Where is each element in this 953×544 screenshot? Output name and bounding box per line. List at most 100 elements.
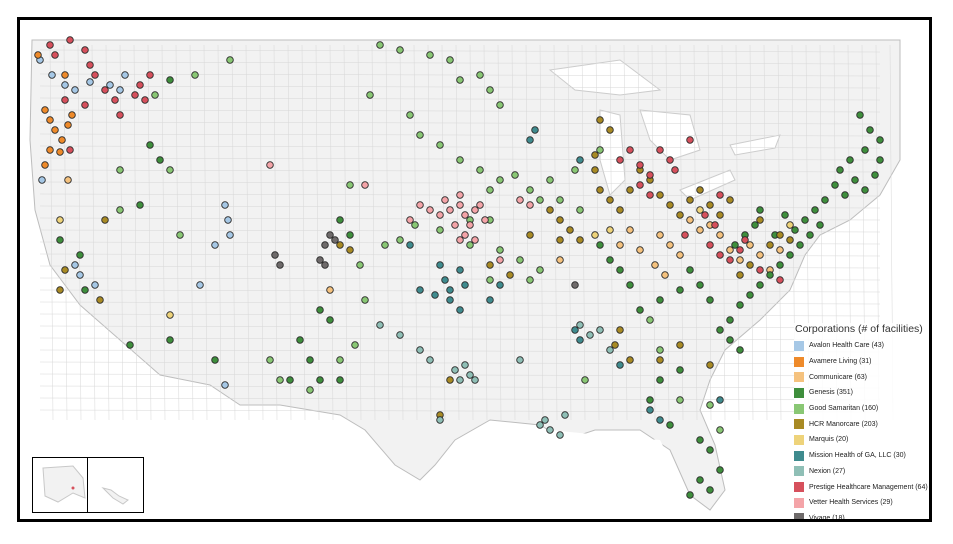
facility-point: [656, 296, 664, 304]
facility-point: [86, 61, 94, 69]
facility-point: [716, 191, 724, 199]
legend-swatch: [794, 450, 804, 461]
facility-point: [716, 326, 724, 334]
county-line: [133, 44, 138, 421]
facility-point: [196, 281, 204, 289]
facility-point: [711, 221, 719, 229]
facility-point: [736, 256, 744, 264]
facility-point: [64, 176, 72, 184]
county-line: [665, 44, 670, 421]
county-line: [749, 44, 754, 421]
facility-point: [746, 241, 754, 249]
facility-point: [326, 231, 334, 239]
facility-point: [701, 211, 709, 219]
facility-point: [686, 136, 694, 144]
facility-point: [446, 56, 454, 64]
us-map: [29, 36, 901, 519]
facility-point: [736, 271, 744, 279]
facility-point: [821, 196, 829, 204]
facility-point: [706, 401, 714, 409]
facility-point: [116, 206, 124, 214]
legend-label: Communicare (63): [809, 373, 867, 381]
county-line: [483, 44, 488, 421]
facility-point: [446, 376, 454, 384]
gulf-of-mexico: [420, 430, 700, 519]
county-line: [39, 109, 881, 113]
facility-point: [176, 231, 184, 239]
facility-point: [616, 361, 624, 369]
facility-point: [166, 76, 174, 84]
facility-point: [446, 206, 454, 214]
legend-swatch: [794, 497, 804, 508]
facility-point: [456, 376, 464, 384]
facility-point: [466, 371, 474, 379]
facility-point: [626, 186, 634, 194]
facility-point: [224, 216, 232, 224]
facility-point: [76, 271, 84, 279]
legend-label: Nexion (27): [809, 467, 846, 475]
facility-point: [511, 171, 519, 179]
facility-point: [156, 156, 164, 164]
facility-point: [626, 146, 634, 154]
facility-point: [416, 286, 424, 294]
legend-item: Genesis (351): [794, 385, 929, 401]
facility-point: [211, 356, 219, 364]
legend-label: Good Samaritan (160): [809, 405, 879, 413]
facility-point: [846, 156, 854, 164]
facility-point: [486, 86, 494, 94]
facility-point: [686, 266, 694, 274]
facility-point: [61, 71, 69, 79]
facility-point: [686, 196, 694, 204]
facility-point: [451, 221, 459, 229]
facility-point: [861, 146, 869, 154]
facility-point: [591, 166, 599, 174]
facility-point: [656, 146, 664, 154]
alaska-hawaii-inset: [32, 457, 144, 513]
county-line: [301, 44, 306, 421]
facility-point: [801, 216, 809, 224]
county-line: [441, 44, 446, 421]
facility-point: [476, 71, 484, 79]
facility-point: [496, 281, 504, 289]
county-line: [39, 253, 881, 257]
legend-label: Avamere Living (31): [809, 358, 872, 366]
legend-item: Avamere Living (31): [794, 354, 929, 370]
county-line: [39, 313, 881, 317]
facility-point: [696, 226, 704, 234]
facility-point: [426, 356, 434, 364]
facility-point: [871, 171, 879, 179]
facility-point: [376, 321, 384, 329]
county-line: [763, 44, 768, 421]
facility-point: [306, 356, 314, 364]
facility-point: [806, 231, 814, 239]
facility-point: [546, 426, 554, 434]
facility-point: [606, 256, 614, 264]
facility-point: [696, 436, 704, 444]
facility-point: [716, 396, 724, 404]
inset-divider: [87, 458, 88, 512]
facility-point: [376, 41, 384, 49]
legend-title: Corporations (# of facilities): [795, 323, 923, 335]
facility-point: [816, 221, 824, 229]
facility-point: [226, 56, 234, 64]
facility-point: [781, 211, 789, 219]
facility-point: [611, 341, 619, 349]
county-line: [287, 44, 292, 421]
facility-point: [576, 206, 584, 214]
facility-point: [791, 226, 799, 234]
county-line: [39, 385, 881, 389]
legend-item: Nexion (27): [794, 464, 929, 480]
facility-point: [756, 206, 764, 214]
facility-point: [366, 91, 374, 99]
facility-point: [706, 296, 714, 304]
county-line: [39, 373, 881, 377]
facility-point: [766, 271, 774, 279]
facility-point: [646, 316, 654, 324]
facility-point: [461, 281, 469, 289]
facility-point: [64, 121, 72, 129]
facility-point: [486, 261, 494, 269]
facility-point: [351, 341, 359, 349]
facility-point: [716, 251, 724, 259]
facility-point: [796, 241, 804, 249]
facility-point: [441, 276, 449, 284]
